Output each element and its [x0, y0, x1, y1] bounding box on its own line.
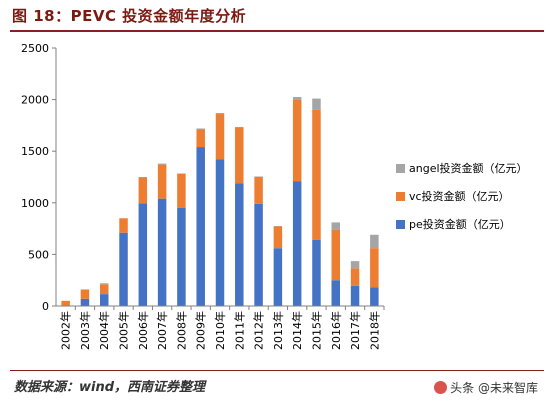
bar-segment-vc: [138, 177, 148, 204]
bar-segment-vc: [273, 226, 283, 249]
bar-segment-angel: [292, 97, 302, 100]
x-tick-label: 2016年: [329, 311, 343, 350]
x-tick-label: 2008年: [174, 311, 188, 350]
bar-segment-pe: [138, 203, 148, 306]
x-tick-label: 2005年: [117, 311, 131, 350]
x-tick-label: 2003年: [78, 311, 92, 350]
bar-segment-angel: [235, 126, 244, 128]
legend-swatch: [396, 192, 405, 201]
bar-segment-angel: [138, 177, 148, 178]
bar-segment-pe: [370, 287, 379, 306]
y-tick-label: 500: [28, 248, 49, 261]
bar-segment-vc: [177, 173, 186, 208]
bars: [61, 97, 379, 306]
y-tick-label: 1000: [21, 197, 49, 210]
title-divider: [10, 30, 544, 32]
watermark: 头条 @未来智库: [434, 379, 538, 396]
bar-segment-angel: [331, 222, 341, 230]
bar-segment-vc: [61, 300, 70, 306]
x-tick-label: 2014年: [290, 311, 304, 350]
x-tick-label: 2004年: [97, 311, 111, 350]
legend-label: vc投资金额（亿元）: [409, 189, 510, 203]
bar-segment-pe: [119, 232, 128, 306]
x-tick-label: 2011年: [232, 311, 246, 350]
x-tick-label: 2010年: [213, 311, 227, 350]
y-axis-ticks: 0 500 1000 1500 2000 2500: [21, 42, 56, 313]
source-divider: [10, 370, 544, 371]
bar-segment-vc: [292, 99, 302, 182]
legend: angel投资金额（亿元） vc投资金额（亿元） pe投资金额（亿元）: [396, 161, 528, 231]
watermark-text: 头条 @未来智库: [450, 381, 538, 395]
bar-segment-angel: [99, 283, 109, 285]
bar-segment-pe: [273, 248, 283, 306]
bar-segment-vc: [235, 127, 244, 184]
bar-segment-vc: [196, 129, 205, 148]
bar-segment-vc: [254, 177, 263, 204]
bar-segment-pe: [99, 294, 109, 306]
bar-segment-vc: [99, 284, 109, 295]
source-note: 数据来源：wind，西南证券整理: [14, 380, 206, 395]
x-axis-ticks: 2002年 2003年 2004年 2005年 2006年 2007年 2008年 2009年…: [59, 306, 385, 350]
bar-segment-angel: [177, 173, 186, 174]
bar-segment-vc: [350, 268, 360, 286]
y-tick-label: 1500: [21, 145, 49, 158]
x-tick-label: 2009年: [194, 311, 208, 350]
bar-segment-pe: [312, 239, 321, 306]
x-tick-label: 2018年: [367, 311, 381, 350]
bar-segment-pe: [350, 285, 360, 306]
bar-segment-angel: [215, 113, 225, 115]
legend-label: pe投资金额（亿元）: [409, 217, 511, 231]
bar-segment-vc: [215, 114, 225, 160]
y-tick-label: 0: [42, 300, 49, 313]
bar-segment-vc: [312, 109, 321, 240]
bar-segment-vc: [80, 289, 90, 299]
bar-segment-pe: [235, 183, 244, 306]
bar-segment-angel: [254, 176, 263, 177]
bar-segment-pe: [196, 147, 205, 306]
x-tick-label: 2017年: [348, 311, 362, 350]
legend-swatch: [396, 164, 405, 173]
x-tick-label: 2012年: [252, 311, 266, 350]
bar-segment-pe: [331, 280, 341, 306]
watermark-logo-icon: [434, 381, 448, 394]
legend-label: angel投资金额（亿元）: [409, 161, 528, 175]
bar-segment-pe: [157, 198, 167, 306]
pevc-stacked-bar-chart: 0 500 1000 1500 2000 2500 2002年 2003年 2004年 2005…: [21, 42, 528, 350]
bar-segment-vc: [119, 218, 128, 233]
bar-segment-pe: [292, 181, 302, 306]
x-tick-label: 2007年: [155, 311, 169, 350]
x-tick-label: 2013年: [271, 311, 285, 350]
bar-segment-angel: [196, 128, 205, 130]
x-tick-label: 2002年: [59, 311, 73, 350]
x-tick-label: 2006年: [136, 311, 150, 350]
bar-segment-pe: [177, 207, 186, 306]
bar-segment-vc: [157, 164, 167, 199]
bar-segment-angel: [273, 226, 283, 227]
bar-segment-angel: [312, 98, 321, 110]
bar-segment-pe: [80, 298, 90, 306]
bar-segment-pe: [215, 159, 225, 306]
bar-segment-angel: [350, 261, 360, 269]
bar-segment-angel: [157, 163, 167, 165]
bar-segment-pe: [254, 203, 263, 306]
bar-segment-vc: [331, 229, 341, 281]
y-tick-label: 2500: [21, 42, 49, 55]
bar-segment-vc: [370, 248, 379, 288]
figure-title: 图 18：PEVC 投资金额年度分析: [12, 7, 247, 25]
x-tick-label: 2015年: [309, 311, 323, 350]
y-tick-label: 2000: [21, 94, 49, 107]
legend-swatch: [396, 220, 405, 229]
bar-segment-angel: [370, 234, 379, 249]
